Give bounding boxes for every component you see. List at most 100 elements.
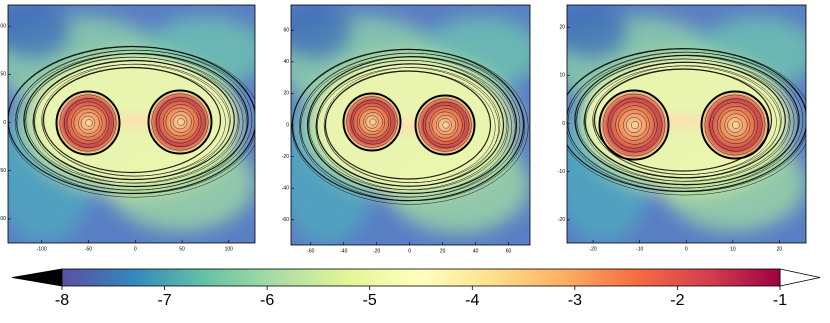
vortex-streamline: [435, 114, 457, 136]
vortex-streamline: [177, 118, 185, 126]
vortex-streamline: [350, 99, 396, 145]
vortex-streamline: [438, 118, 452, 132]
vortex-streamline: [59, 94, 117, 152]
vortex-streamline: [151, 93, 209, 151]
vortex-streamline: [442, 121, 450, 129]
vortex-streamline: [712, 102, 758, 148]
streamline: [33, 59, 235, 181]
panel: [567, 5, 806, 243]
streamline: [584, 61, 786, 179]
vortex-streamline: [73, 108, 103, 138]
x-tick-label: -20: [373, 248, 380, 254]
vortex-streamline: [156, 97, 206, 147]
x-tick-label: -50: [85, 246, 92, 252]
x-tick-label: 10: [730, 246, 736, 252]
vortex-streamline: [422, 101, 470, 149]
x-tick-label: -10: [636, 246, 643, 252]
vortex-streamline: [610, 101, 658, 149]
vortex-streamline: [716, 105, 756, 145]
colorbar-tick-label: -5: [363, 292, 377, 309]
streamline: [576, 58, 790, 182]
y-tick-label: 0: [3, 120, 6, 126]
x-tick-label: 20: [777, 246, 783, 252]
x-tick-label: 50: [179, 246, 185, 252]
y-tick-label: -20: [282, 154, 289, 160]
field-structure: [567, 5, 627, 58]
vortex-streamline: [359, 109, 385, 135]
y-tick-label: 100: [0, 24, 6, 30]
vortex-rim: [55, 90, 121, 156]
vortex-streamline: [64, 98, 114, 148]
x-tick-label: 0: [685, 246, 688, 252]
colorbar-tick-label: -8: [55, 292, 69, 309]
vortex-streamline: [719, 109, 751, 141]
streamline: [291, 49, 529, 205]
vortex-streamline: [66, 101, 110, 145]
vortex-streamline: [163, 104, 199, 140]
vortex-rim: [342, 92, 402, 152]
colorbar-tick-label: -4: [465, 292, 479, 309]
x-tick-label: 60: [506, 248, 512, 254]
streamline: [15, 49, 253, 191]
vortex-streamline: [630, 120, 640, 130]
streamline: [592, 65, 782, 175]
vortex-streamline: [623, 113, 647, 137]
vortex-streamline: [165, 107, 195, 137]
vortex-streamline: [615, 105, 655, 145]
vortex-streamline: [431, 111, 459, 139]
vortex-streamline: [365, 115, 379, 129]
streamline: [567, 48, 806, 192]
streamline: [41, 63, 231, 177]
vortex-streamline: [363, 112, 383, 132]
vortex-streamline: [356, 105, 390, 139]
vortex-streamline: [429, 108, 463, 142]
x-tick-label: 40: [473, 248, 479, 254]
y-tick-label: -20: [558, 217, 565, 223]
y-tick-label: 10: [559, 73, 565, 79]
vortex-streamline: [71, 105, 107, 141]
vortex-streamline: [704, 94, 766, 156]
vortex-streamline: [732, 121, 740, 129]
y-tick-label: 0: [562, 121, 565, 127]
streamline: [583, 62, 791, 182]
y-tick-label: 20: [283, 91, 289, 97]
y-tick-label: 0: [286, 122, 289, 128]
x-tick-label: 0: [408, 248, 411, 254]
vortex-streamline: [80, 115, 96, 131]
vortex-rim: [414, 94, 476, 156]
streamline: [25, 56, 239, 184]
streamline: [32, 60, 240, 184]
x-tick-label: 0: [134, 246, 137, 252]
x-tick-label: -20: [589, 246, 596, 252]
streamline: [16, 53, 248, 191]
vortex-streamline: [618, 109, 650, 141]
y-tick-label: 60: [283, 28, 289, 34]
streamline: [593, 69, 777, 175]
vortex-streamline: [607, 97, 663, 153]
x-tick-label: -60: [307, 248, 314, 254]
colorbar-tick-label: -2: [670, 292, 684, 309]
streamline: [567, 55, 799, 189]
y-tick-label: 20: [559, 24, 565, 30]
field-structure: [291, 5, 351, 58]
vortex-streamline: [418, 98, 472, 152]
vortex-streamline: [724, 113, 748, 137]
colorbar-tick-label: -1: [773, 292, 787, 309]
x-tick-label: 100: [225, 246, 234, 252]
vortex-streamline: [352, 102, 392, 142]
vortex-streamline: [602, 93, 666, 157]
vortex-rim: [147, 89, 213, 155]
y-tick-label: -100: [0, 216, 6, 222]
vortex-streamline: [626, 117, 642, 133]
y-tick-label: 50: [0, 72, 6, 78]
vortex-rim: [700, 90, 770, 160]
colorbar: [61, 268, 781, 287]
colorbar-tick-label: -7: [157, 292, 171, 309]
vortex-streamline: [727, 117, 743, 133]
y-tick-label: -60: [282, 217, 289, 223]
x-tick-label: 20: [440, 248, 446, 254]
streamline: [8, 46, 255, 198]
vortex-streamline: [170, 111, 192, 133]
